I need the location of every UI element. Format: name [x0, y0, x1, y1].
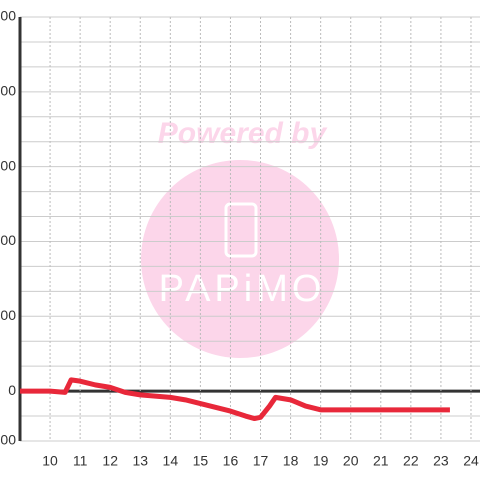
watermark-circle	[141, 160, 339, 358]
x-tick-label: 15	[193, 453, 209, 469]
x-tick-label: 12	[102, 453, 118, 469]
x-tick-label: 21	[373, 453, 389, 469]
watermark-logo: PAPiMO	[159, 268, 326, 310]
watermark: Powered by PAPiMO	[141, 117, 339, 358]
x-tick-label: 18	[283, 453, 299, 469]
watermark-text: Powered by	[158, 117, 328, 150]
y-tick-label: -20,000	[0, 432, 16, 448]
x-tick-label: 23	[433, 453, 449, 469]
x-tick-label: 17	[253, 453, 269, 469]
x-tick-label: 11	[73, 453, 88, 469]
x-tick-label: 19	[313, 453, 329, 469]
y-tick-label: 60,000	[0, 232, 16, 248]
x-tick-label: 10	[42, 453, 58, 469]
y-tick-label: 0	[8, 382, 16, 398]
x-tick-label: 14	[163, 453, 179, 469]
data-line	[20, 377, 450, 422]
y-tick-label: 150,000	[0, 8, 16, 24]
y-tick-label: 120,000	[0, 83, 16, 99]
watermark-icon	[224, 202, 258, 258]
x-tick-label: 13	[132, 453, 148, 469]
x-tick-label: 20	[343, 453, 359, 469]
x-tick-label: 24	[463, 453, 479, 469]
y-tick-label: 90,000	[0, 157, 16, 173]
y-tick-label: 30,000	[0, 307, 16, 323]
x-tick-label: 16	[223, 453, 239, 469]
x-tick-label: 22	[403, 453, 419, 469]
